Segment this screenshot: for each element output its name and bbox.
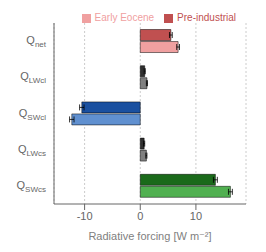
svg-text:QSWcs: QSWcs bbox=[17, 179, 46, 194]
svg-text:-10: -10 bbox=[77, 210, 93, 222]
html-text:Early Eocene: Early Eocene bbox=[94, 12, 155, 23]
svg-text:QLWcl: QLWcl bbox=[20, 70, 46, 85]
svg-text:QSWcl: QSWcl bbox=[19, 107, 46, 122]
svg-text:QLWcs: QLWcs bbox=[18, 143, 46, 158]
svg-text:Radiative forcing [W m⁻²]: Radiative forcing [W m⁻²] bbox=[88, 230, 211, 242]
svg-text:Qnet: Qnet bbox=[26, 34, 46, 49]
svg-text:0: 0 bbox=[137, 210, 143, 222]
svg-text:10: 10 bbox=[190, 210, 202, 222]
html-text:Pre-industrial: Pre-industrial bbox=[177, 12, 236, 23]
